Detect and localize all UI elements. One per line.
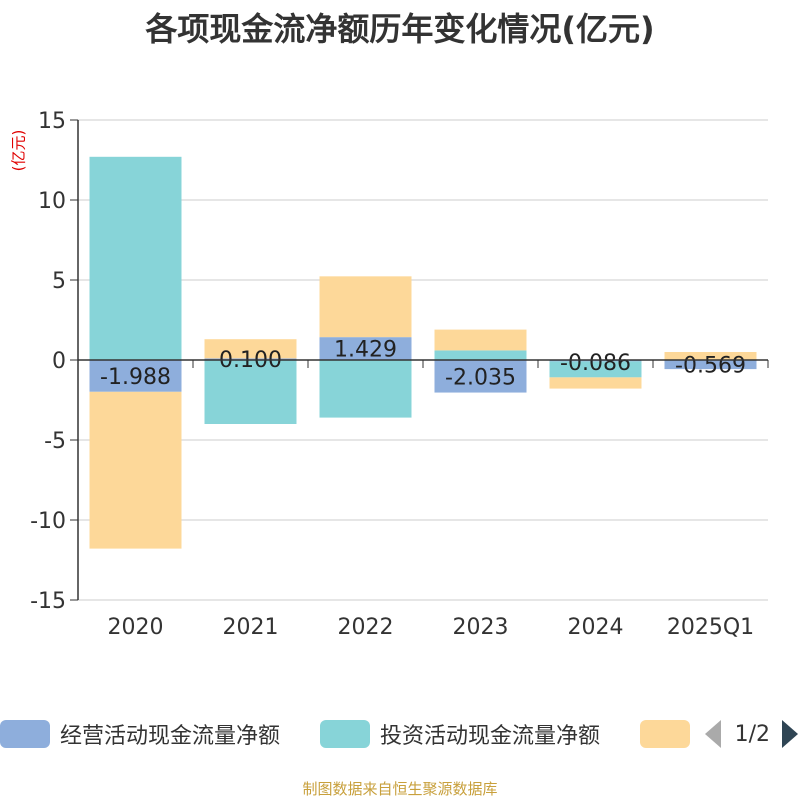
bar-series-2 [664,352,757,360]
data-label: 1.429 [334,338,397,363]
bar-series-2 [204,339,297,359]
legend-item-third-series[interactable] [640,714,690,754]
x-tick-label: 2020 [108,615,164,640]
y-tick-label: 15 [38,109,66,134]
x-tick-label: 2022 [338,615,394,640]
data-label: -0.569 [675,354,746,379]
legend-swatch-investing [320,720,370,748]
bar-series-0 [664,360,757,370]
legend-swatch-operating [0,720,50,748]
legend-swatch-third-series [640,720,690,748]
x-tick-label: 2025Q1 [667,615,754,640]
bar-series-1 [89,156,182,360]
legend-page-indicator: 1/2 [734,721,770,747]
legend-next-arrow-icon[interactable] [782,720,798,748]
y-tick-label: 10 [38,189,66,214]
bar-series-2 [434,329,527,351]
x-tick-label: 2024 [568,615,624,640]
data-label: -0.086 [560,351,631,376]
data-label: -2.035 [445,365,516,390]
bar-series-2 [319,276,412,338]
bar-series-1 [434,350,527,360]
bar-series-0 [89,360,182,392]
y-tick-label: -10 [30,509,66,534]
bar-series-2 [89,391,182,549]
legend-label-operating: 经营活动现金流量净额 [60,724,281,749]
legend-pager: 1/2 [704,716,800,752]
bar-series-2 [549,377,642,389]
legend-label-investing: 投资活动现金流量净额 [380,724,601,749]
legend-prev-arrow-icon[interactable] [704,720,721,748]
legend-item-operating[interactable]: 经营活动现金流量净额 [0,714,280,754]
bar-series-1 [204,360,297,424]
legend-item-investing[interactable]: 投资活动现金流量净额 [320,714,600,754]
bar-series-0 [204,358,297,360]
bar-series-0 [319,337,412,360]
y-tick-label: -15 [30,589,66,614]
chart-title: 各项现金流净额历年变化情况(亿元) [145,10,655,48]
x-tick-label: 2021 [223,615,279,640]
bar-series-1 [549,361,642,378]
legend: 经营活动现金流量净额 投资活动现金流量净额 [0,714,800,754]
bar-series-1 [319,360,412,418]
y-tick-label: -5 [44,429,66,454]
data-label: -1.988 [100,365,171,390]
y-tick-label: 0 [52,349,66,374]
data-source-note: 制图数据来自恒生聚源数据库 [302,780,498,798]
bar-series-0 [434,360,527,393]
x-tick-label: 2023 [453,615,509,640]
y-tick-label: 5 [52,269,66,294]
